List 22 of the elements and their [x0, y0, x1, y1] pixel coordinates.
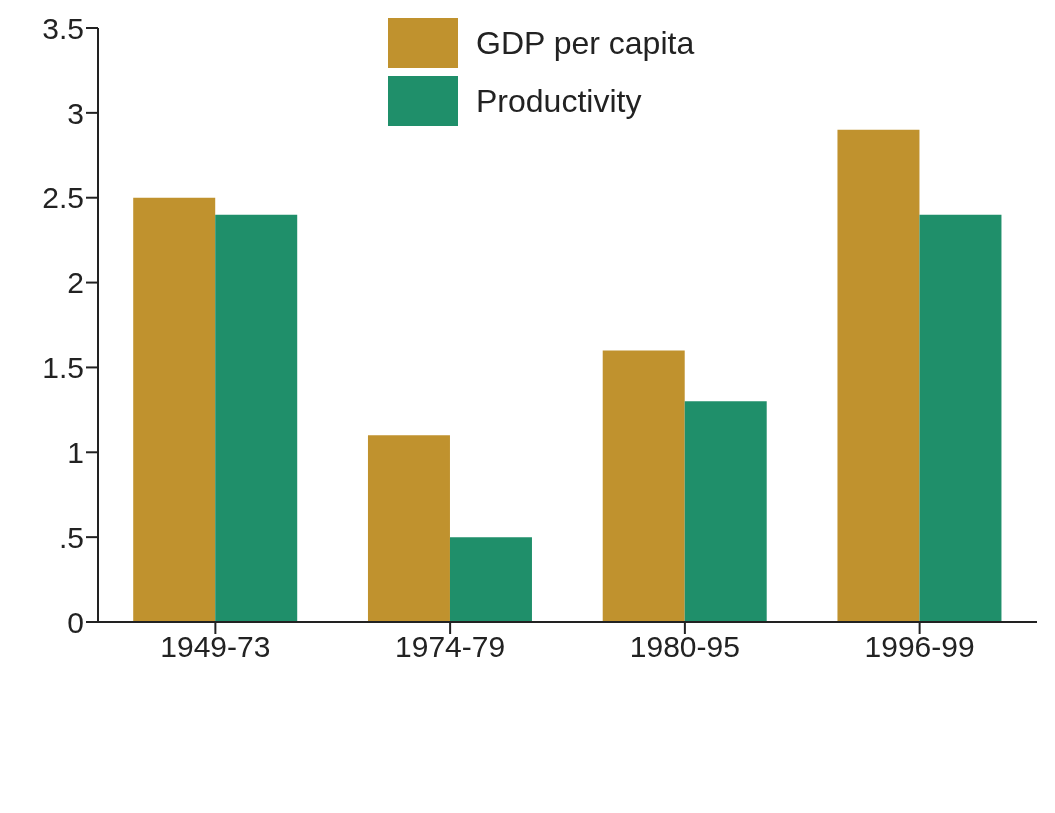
bar — [602, 350, 685, 622]
bar — [215, 214, 298, 622]
bar — [684, 401, 767, 622]
bar — [449, 537, 532, 622]
bar — [837, 129, 920, 622]
x-tick-label: 1949-73 — [160, 630, 271, 664]
y-tick-label: 3.5 — [42, 11, 84, 45]
y-tick-label: 1 — [67, 435, 84, 469]
bar — [367, 435, 450, 622]
x-tick-label: 1996-99 — [864, 630, 975, 664]
y-tick-label: 1.5 — [42, 351, 84, 385]
bar — [133, 197, 216, 622]
x-tick-label: 1974-79 — [395, 630, 506, 664]
y-tick-label: 2.5 — [42, 181, 84, 215]
y-tick-label: 2 — [67, 266, 84, 300]
x-tick-label: 1980-95 — [629, 630, 740, 664]
y-tick-label: 3 — [67, 96, 84, 130]
bar — [919, 214, 1002, 622]
y-tick-label: .5 — [58, 520, 84, 554]
y-tick-label: 0 — [67, 605, 84, 639]
legend-label: GDP per capita — [476, 24, 695, 62]
legend-label: Productivity — [476, 82, 642, 120]
